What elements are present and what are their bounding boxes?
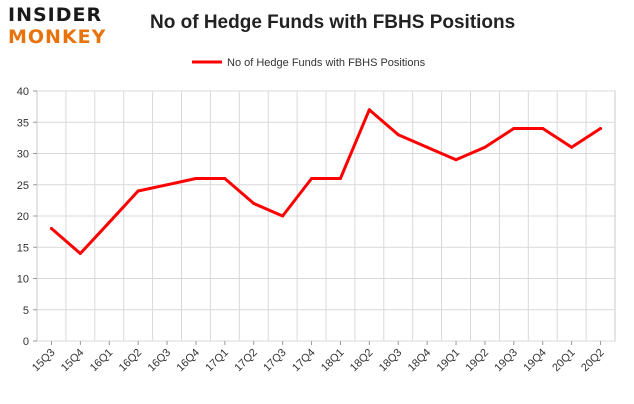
x-tick-label: 17Q1 xyxy=(203,347,231,375)
data-point xyxy=(136,189,140,193)
insider-monkey-logo: INSIDER MONKEY xyxy=(8,4,120,52)
data-point xyxy=(78,252,82,255)
x-tick-label: 18Q1 xyxy=(319,347,347,375)
legend-label: No of Hedge Funds with FBHS Positions xyxy=(227,57,426,69)
data-point xyxy=(252,202,256,205)
data-point xyxy=(281,214,285,218)
x-tick-label: 19Q3 xyxy=(492,347,520,375)
y-axis: 0 5 10 15 20 25 30 35 40 xyxy=(17,86,37,348)
logo-line-monkey: MONKEY xyxy=(8,26,107,48)
y-tick-label: 10 xyxy=(17,274,29,286)
data-point xyxy=(367,108,371,112)
x-tick-label: 16Q4 xyxy=(175,347,203,375)
logo-line-insider: INSIDER xyxy=(8,4,103,26)
x-tick-label: 15Q4 xyxy=(59,347,87,375)
y-tick-label: 5 xyxy=(23,305,29,317)
x-tick-label: 19Q1 xyxy=(435,347,463,375)
data-point xyxy=(512,127,516,130)
y-tick-label: 25 xyxy=(17,180,29,192)
x-tick-label: 15Q3 xyxy=(30,347,58,375)
x-tick-label: 17Q3 xyxy=(261,347,289,375)
y-tick-label: 35 xyxy=(17,117,29,129)
x-tick-label: 16Q2 xyxy=(117,347,145,375)
y-tick-label: 20 xyxy=(17,211,29,223)
data-point xyxy=(310,177,314,180)
data-point xyxy=(425,145,429,149)
data-point xyxy=(49,227,53,230)
x-tick-label: 19Q2 xyxy=(464,347,492,375)
grid xyxy=(36,90,616,342)
x-tick-label: 17Q2 xyxy=(232,347,260,375)
data-point xyxy=(483,145,487,149)
data-point xyxy=(541,127,545,130)
chart-title: No of Hedge Funds with FBHS Positions xyxy=(150,12,516,33)
x-tick-label: 18Q2 xyxy=(348,347,376,375)
x-tick-label: 18Q3 xyxy=(377,347,405,375)
data-point xyxy=(396,133,400,137)
x-tick-label: 20Q1 xyxy=(550,347,578,375)
data-point xyxy=(223,177,227,180)
data-point xyxy=(165,183,169,187)
y-tick-label: 30 xyxy=(17,149,29,161)
x-tick-label: 17Q4 xyxy=(290,347,318,375)
data-point xyxy=(570,145,574,149)
x-tick-label: 16Q3 xyxy=(146,347,174,375)
y-tick-label: 0 xyxy=(23,336,29,348)
data-point xyxy=(454,158,458,162)
data-point xyxy=(599,127,603,130)
x-tick-label: 18Q4 xyxy=(406,347,434,375)
data-point xyxy=(194,177,198,180)
series-layer xyxy=(49,108,603,255)
y-tick-label: 15 xyxy=(17,242,29,254)
series-line xyxy=(50,108,602,255)
x-tick-label: 19Q4 xyxy=(521,347,549,375)
data-point xyxy=(338,177,342,180)
data-point xyxy=(107,220,111,224)
legend: No of Hedge Funds with FBHS Positions xyxy=(192,57,426,69)
x-tick-label: 16Q1 xyxy=(88,347,116,375)
x-tick-label: 20Q2 xyxy=(579,347,607,375)
x-axis: 15Q3 15Q4 16Q1 16Q2 16Q3 16Q4 17Q1 17Q2 17Q3 17Q4… xyxy=(30,341,607,374)
y-tick-label: 40 xyxy=(17,86,29,98)
